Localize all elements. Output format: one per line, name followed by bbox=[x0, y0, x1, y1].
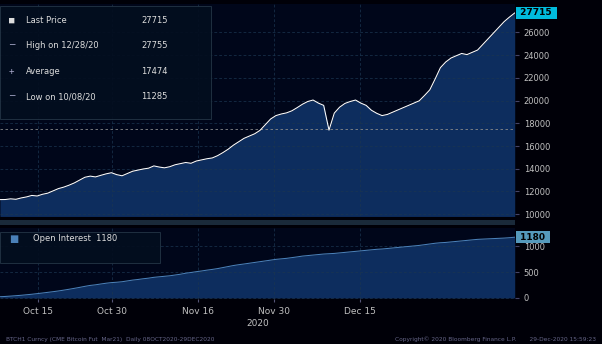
Text: ─: ─ bbox=[9, 41, 14, 50]
FancyBboxPatch shape bbox=[0, 6, 211, 119]
Text: High on 12/28/20: High on 12/28/20 bbox=[26, 41, 98, 50]
Text: 2020: 2020 bbox=[246, 319, 268, 328]
Text: 17474: 17474 bbox=[141, 67, 168, 76]
Text: Copyright© 2020 Bloomberg Finance L.P.       29-Dec-2020 15:59:23: Copyright© 2020 Bloomberg Finance L.P. 2… bbox=[395, 337, 596, 342]
Text: ■: ■ bbox=[9, 234, 19, 244]
Text: +: + bbox=[9, 67, 14, 76]
Text: 11285: 11285 bbox=[141, 92, 168, 101]
Text: Open Interest  1180: Open Interest 1180 bbox=[34, 234, 118, 243]
Text: BTCH1 Curncy (CME Bitcoin Fut  Mar21)  Daily 08OCT2020-29DEC2020: BTCH1 Curncy (CME Bitcoin Fut Mar21) Dai… bbox=[6, 337, 214, 342]
Text: ■: ■ bbox=[9, 16, 14, 25]
Text: ─: ─ bbox=[9, 92, 14, 101]
Text: 27755: 27755 bbox=[141, 41, 168, 50]
Text: 1180: 1180 bbox=[518, 233, 548, 242]
Text: Low on 10/08/20: Low on 10/08/20 bbox=[26, 92, 95, 101]
Text: 27715: 27715 bbox=[518, 9, 555, 18]
FancyBboxPatch shape bbox=[0, 233, 160, 263]
Text: Last Price: Last Price bbox=[26, 16, 66, 25]
Text: Average: Average bbox=[26, 67, 60, 76]
Text: 27715: 27715 bbox=[141, 16, 168, 25]
